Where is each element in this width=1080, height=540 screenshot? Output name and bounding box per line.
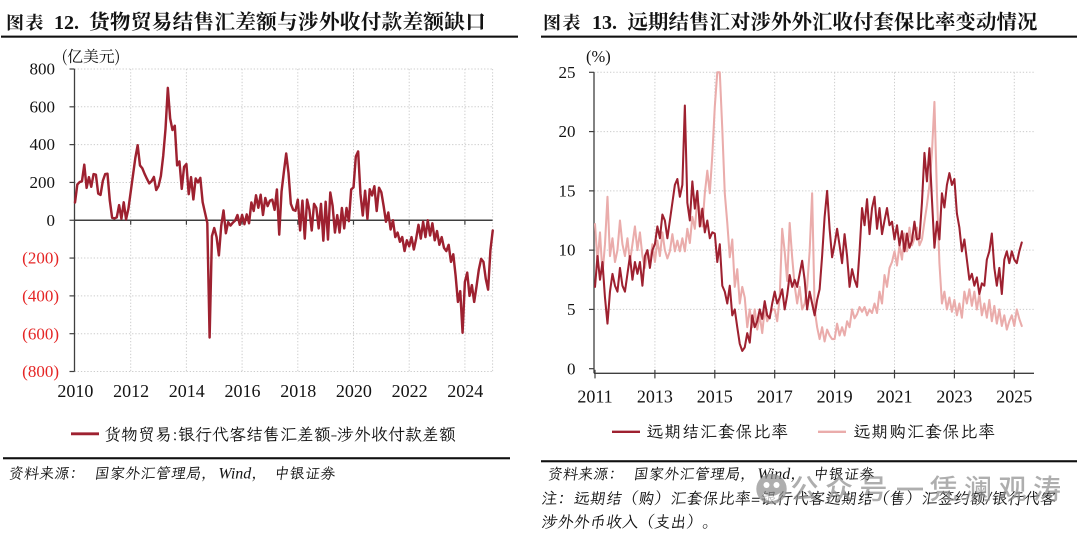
svg-text:0: 0 <box>567 359 576 378</box>
svg-text:20: 20 <box>559 122 576 141</box>
svg-text:200: 200 <box>30 173 56 192</box>
svg-text:(800): (800) <box>22 362 59 381</box>
svg-text:2014: 2014 <box>169 381 205 401</box>
svg-text:400: 400 <box>30 135 56 154</box>
svg-text:2022: 2022 <box>392 381 428 401</box>
svg-text:2018: 2018 <box>280 381 316 401</box>
svg-text:2021: 2021 <box>877 387 913 407</box>
svg-text:2019: 2019 <box>817 387 853 407</box>
svg-text:(400): (400) <box>22 286 59 305</box>
svg-text:0: 0 <box>47 211 56 230</box>
svg-text:13.: 13. <box>592 12 617 34</box>
svg-text:2024: 2024 <box>447 381 483 401</box>
svg-text:2013: 2013 <box>637 387 673 407</box>
svg-text:2017: 2017 <box>757 387 793 407</box>
svg-text:2025: 2025 <box>996 387 1032 407</box>
svg-text:(600): (600) <box>22 324 59 343</box>
svg-text:800: 800 <box>30 60 56 79</box>
svg-text:2016: 2016 <box>225 381 261 401</box>
svg-text:600: 600 <box>30 97 56 116</box>
svg-text:10: 10 <box>559 241 576 260</box>
svg-text:2023: 2023 <box>936 387 972 407</box>
svg-text:25: 25 <box>559 63 576 82</box>
svg-text:5: 5 <box>567 300 576 319</box>
svg-text:2015: 2015 <box>697 387 733 407</box>
svg-text:12.: 12. <box>54 12 79 34</box>
svg-text:Wind: Wind <box>218 465 252 482</box>
svg-text:(200): (200) <box>22 249 59 268</box>
svg-text:2010: 2010 <box>57 381 93 401</box>
svg-text:2012: 2012 <box>113 381 149 401</box>
svg-text:2020: 2020 <box>336 381 372 401</box>
svg-text:15: 15 <box>559 181 576 200</box>
svg-text:(%): (%) <box>586 47 611 66</box>
svg-text:2011: 2011 <box>577 387 612 407</box>
